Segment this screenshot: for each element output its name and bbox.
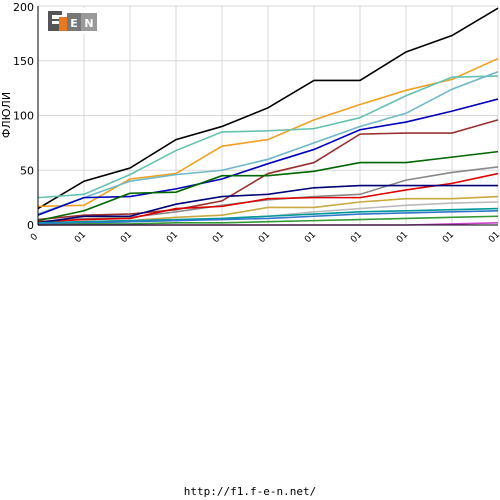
- y-tick-label-2: 100: [13, 110, 34, 123]
- x-tick-label-1: 01: [73, 230, 88, 245]
- x-tick-labels: 0 01 01 01 01 01 01 01 01 01 01: [29, 230, 500, 245]
- footer-url: http://f1.f-e-n.net/: [183, 485, 317, 498]
- series-line-4: [37, 70, 499, 215]
- x-tick-label-0: 0: [29, 232, 40, 243]
- series-line-8: [37, 166, 499, 223]
- f1en-logo: E N: [45, 8, 101, 34]
- y-tick-label-4: 200: [13, 1, 34, 14]
- series-lines: [37, 7, 499, 226]
- series-line-2: [37, 57, 499, 208]
- x-tick-label-2: 01: [119, 230, 134, 245]
- series-line-5: [37, 98, 499, 216]
- series-line-13: [37, 207, 499, 224]
- series-line-15: [37, 215, 499, 226]
- y-tick-label-3: 150: [13, 55, 34, 68]
- series-line-3: [37, 75, 499, 199]
- x-tick-label-8: 01: [395, 230, 410, 245]
- series-line-7: [37, 150, 499, 222]
- y-tick-labels: 0 50 100 150 200: [13, 1, 34, 232]
- y-tick-label-0: 0: [27, 219, 34, 232]
- axes: [37, 6, 498, 226]
- x-tick-label-9: 01: [441, 230, 456, 245]
- series-line-14: [37, 209, 499, 225]
- series-line-6: [37, 119, 499, 221]
- x-tick-label-5: 01: [257, 230, 272, 245]
- x-tick-label-4: 01: [211, 230, 226, 245]
- x-tick-label-7: 01: [349, 230, 364, 245]
- y-tick-label-1: 50: [20, 164, 34, 177]
- y-axis-label: ФЛЮЛИ: [0, 92, 13, 138]
- series-line-1: [37, 7, 499, 210]
- series-line-10: [37, 184, 498, 224]
- x-tick-label-6: 01: [303, 230, 318, 245]
- svg-text:E: E: [70, 17, 78, 30]
- series-line-9: [37, 172, 499, 223]
- svg-text:N: N: [84, 17, 93, 30]
- x-tick-label-3: 01: [165, 230, 180, 245]
- x-tick-label-10: 01: [487, 230, 500, 245]
